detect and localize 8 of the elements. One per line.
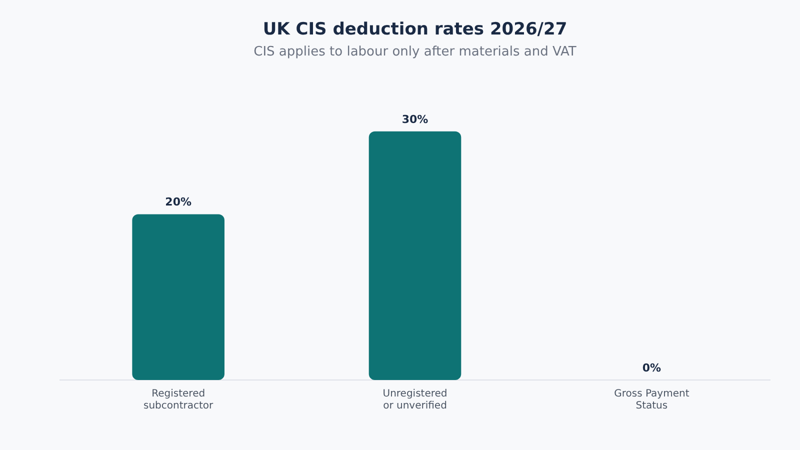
chart-subtitle: CIS applies to labour only after materials and VAT <box>254 44 576 60</box>
x-tick-label: Registered subcontractor <box>143 388 214 412</box>
x-tick-label: Gross Payment Status <box>614 388 690 412</box>
data-label: 20% <box>165 196 192 209</box>
data-label: 0% <box>642 361 662 374</box>
chart-title: UK CIS deduction rates 2026/27 <box>262 20 568 40</box>
x-tick-label: Unregistered or unverified <box>382 388 448 412</box>
data-label: 30% <box>402 112 428 126</box>
